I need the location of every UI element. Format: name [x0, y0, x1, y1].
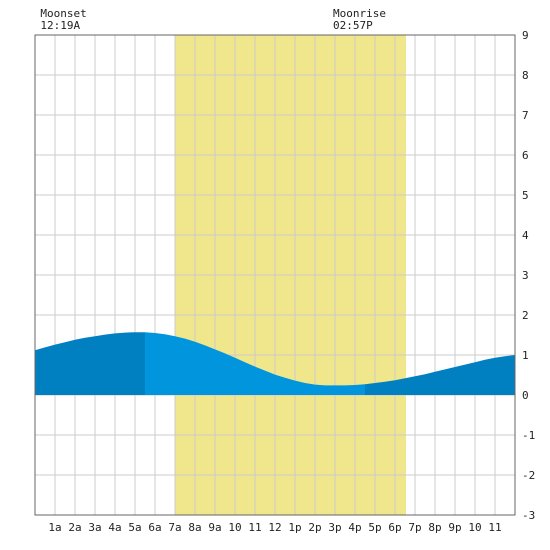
y-tick-label: -1 [522, 429, 535, 442]
y-tick-label: 8 [522, 69, 529, 82]
x-tick-label: 1p [288, 521, 301, 534]
tide-area-night [35, 332, 145, 395]
x-tick-label: 12 [268, 521, 281, 534]
axes [34, 34, 516, 516]
x-tick-label: 4p [348, 521, 361, 534]
x-tick-label: 6a [148, 521, 161, 534]
tide-area-layer [35, 332, 515, 395]
x-tick-label: 2a [68, 521, 81, 534]
x-tick-label: 8p [428, 521, 441, 534]
x-tick-label: 11 [488, 521, 501, 534]
y-tick-label: 3 [522, 269, 529, 282]
plot-border [34, 34, 516, 516]
moon-event-time: 02:57P [333, 19, 373, 32]
y-tick-label: 7 [522, 109, 529, 122]
tide-area-day [145, 332, 365, 395]
x-tick-label: 2p [308, 521, 321, 534]
y-tick-label: 2 [522, 309, 529, 322]
x-tick-label: 3a [88, 521, 101, 534]
x-tick-label: 4a [108, 521, 121, 534]
x-tick-label: 5p [368, 521, 381, 534]
y-tick-label: 0 [522, 389, 529, 402]
x-tick-label: 10 [468, 521, 481, 534]
x-tick-label: 9p [448, 521, 461, 534]
x-tick-label: 3p [328, 521, 341, 534]
y-tick-label: 9 [522, 29, 529, 42]
x-tick-label: 10 [228, 521, 241, 534]
gridlines [35, 34, 515, 516]
x-tick-label: 5a [128, 521, 141, 534]
x-tick-label: 7a [168, 521, 181, 534]
x-tick-label: 11 [248, 521, 261, 534]
y-tick-label: -2 [522, 469, 535, 482]
y-tick-labels: -3 -2 -1 0 1 2 3 4 5 6 7 8 9 [522, 29, 535, 522]
moon-event-time: 12:19A [40, 19, 80, 32]
x-tick-labels: 1a 2a 3a 4a 5a 6a 7a 8a 9a 10 11 12 1p 2p 3p 4p 5p 6p 7p 8p… [48, 521, 501, 534]
y-tick-label: 6 [522, 149, 529, 162]
y-tick-label: 5 [522, 189, 529, 202]
y-tick-label: -3 [522, 509, 535, 522]
x-tick-label: 8a [188, 521, 201, 534]
x-tick-label: 7p [408, 521, 421, 534]
x-tick-label: 1a [48, 521, 61, 534]
moon-event-label: Moonset [40, 7, 86, 20]
tide-area-night [365, 355, 515, 395]
y-tick-label: 4 [522, 229, 529, 242]
x-tick-label: 6p [388, 521, 401, 534]
y-tick-label: 1 [522, 349, 529, 362]
moon-event-label: Moonrise [333, 7, 386, 20]
x-tick-label: 9a [208, 521, 221, 534]
